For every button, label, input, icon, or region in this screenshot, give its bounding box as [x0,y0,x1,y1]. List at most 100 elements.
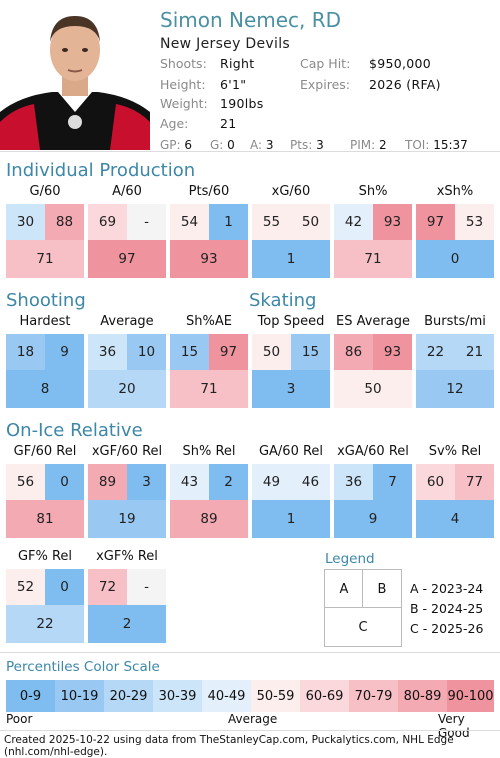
team-name: New Jersey Devils [160,36,290,52]
section-onice: On-Ice Relative [6,420,143,441]
legend-a-text: A - 2023-24 [410,581,484,596]
metric-cell-bursts-c: 12 [416,370,494,408]
metric-cell-xgfp-c: 2 [88,605,166,643]
metric-cell-xgf60-c: 19 [88,500,166,538]
metric-cell-average-a: 36 [88,334,127,370]
metric-cell-bursts-a: 22 [416,334,455,370]
metric-cell-average-b: 10 [127,334,166,370]
stat-toi: TOI: 15:37 [405,138,468,152]
height-label: Height: [160,77,206,92]
scale-cell-60-69: 60-69 [300,680,349,712]
metric-header-svrel: Sv% Rel [428,444,482,459]
section-individual: Individual Production [6,160,196,181]
metric-cell-shp-b: 93 [373,204,412,240]
metric-cell-topspeed-c: 3 [252,370,330,408]
metric-header-ga60: GA/60 Rel [258,444,324,459]
metric-cell-esavg-a: 86 [334,334,373,370]
metric-cell-esavg-c: 50 [334,370,412,408]
scale-cell-20-29: 20-29 [104,680,153,712]
metric-cell-topspeed-b: 15 [291,334,330,370]
metric-cell-pts60-a: 54 [170,204,209,240]
metric-cell-xg60-c: 1 [252,240,330,278]
metric-cell-shae-a: 15 [170,334,209,370]
metric-cell-a60-b: - [127,204,166,240]
height-value: 6'1" [220,77,247,92]
metric-cell-xshp-b: 53 [455,204,494,240]
metric-cell-xgfp-a: 72 [88,569,127,605]
metric-cell-shp-a: 42 [334,204,373,240]
scale-cell-90-100: 90-100 [447,680,494,712]
metric-cell-ga60-c: 1 [252,500,330,538]
metric-cell-gfp-b: 0 [45,569,84,605]
metric-cell-xshp-a: 97 [416,204,455,240]
metric-cell-gfp-a: 52 [6,569,45,605]
section-shooting: Shooting [6,290,86,311]
expires-value: 2026 (RFA) [369,77,441,92]
expires-label: Expires: [300,77,350,92]
player-photo [0,0,150,150]
legend-c-text: C - 2025-26 [410,621,484,636]
scale-average: Average [228,712,278,726]
scale-cell-50-59: 50-59 [251,680,300,712]
scale-cell-0-9: 0-9 [6,680,55,712]
metric-cell-hardest-b: 9 [45,334,84,370]
metric-cell-g60-c: 71 [6,240,84,278]
metric-header-gfp: GF% Rel [17,549,73,564]
metric-cell-a60-c: 97 [88,240,166,278]
metric-header-shae: Sh%AE [186,314,232,329]
metric-cell-xg60-b: 50 [291,204,330,240]
shoots-value: Right [220,56,255,71]
metric-cell-topspeed-a: 50 [252,334,291,370]
metric-header-average: Average [100,314,154,329]
metric-header-xga60: xGA/60 Rel [337,444,409,459]
metric-cell-svrel-a: 60 [416,464,455,500]
weight-value: 190lbs [220,96,264,111]
metric-cell-xga60-b: 7 [373,464,412,500]
metric-cell-xg60-a: 55 [252,204,291,240]
legend-title: Legend [325,551,375,567]
legend-box-b: B [362,569,402,609]
metric-cell-g60-a: 30 [6,204,45,240]
section-skating: Skating [249,290,317,311]
metric-cell-shrel-a: 43 [170,464,209,500]
metric-cell-shae-c: 71 [170,370,248,408]
stat-a: A: 3 [250,138,274,152]
scale-cell-30-39: 30-39 [153,680,202,712]
cap-label: Cap Hit: [300,56,351,71]
scale-very-good: Very Good [438,712,470,740]
shoots-label: Shoots: [160,56,207,71]
legend-b-text: B - 2024-25 [410,601,484,616]
metric-cell-xgfp-b: - [127,569,166,605]
footer-credit: Created 2025-10-22 using data from TheSt… [4,734,454,758]
scale-cell-70-79: 70-79 [349,680,398,712]
metric-header-xshp: xSh% [436,184,474,199]
stat-gp: GP: 6 [160,138,193,152]
stat-pts: Pts: 3 [290,138,324,152]
metric-cell-gf60-a: 56 [6,464,45,500]
metric-cell-a60-a: 69 [88,204,127,240]
metric-header-esavg: ES Average [336,314,410,329]
metric-cell-gf60-c: 81 [6,500,84,538]
scale-cell-40-49: 40-49 [202,680,251,712]
header-divider [0,151,500,152]
metric-cell-svrel-c: 4 [416,500,494,538]
metric-cell-pts60-c: 93 [170,240,248,278]
metric-cell-hardest-c: 8 [6,370,84,408]
metric-header-topspeed: Top Speed [257,314,325,329]
metric-header-pts60: Pts/60 [188,184,230,199]
metric-header-shrel: Sh% Rel [182,444,236,459]
metric-cell-bursts-b: 21 [455,334,494,370]
metric-cell-ga60-b: 46 [291,464,330,500]
metric-header-shp: Sh% [358,184,388,199]
metric-cell-pts60-b: 1 [209,204,248,240]
metric-cell-xga60-a: 36 [334,464,373,500]
cap-value: $950,000 [369,56,432,71]
metric-header-xgf60: xGF/60 Rel [91,444,163,459]
metric-cell-xgf60-a: 89 [88,464,127,500]
metric-header-xgfp: xGF% Rel [96,549,158,564]
metric-header-hardest: Hardest [19,314,71,329]
metric-header-g60: G/60 [29,184,61,199]
weight-label: Weight: [160,96,208,111]
scale-title: Percentiles Color Scale [6,659,160,675]
scale-poor: Poor [6,712,33,726]
